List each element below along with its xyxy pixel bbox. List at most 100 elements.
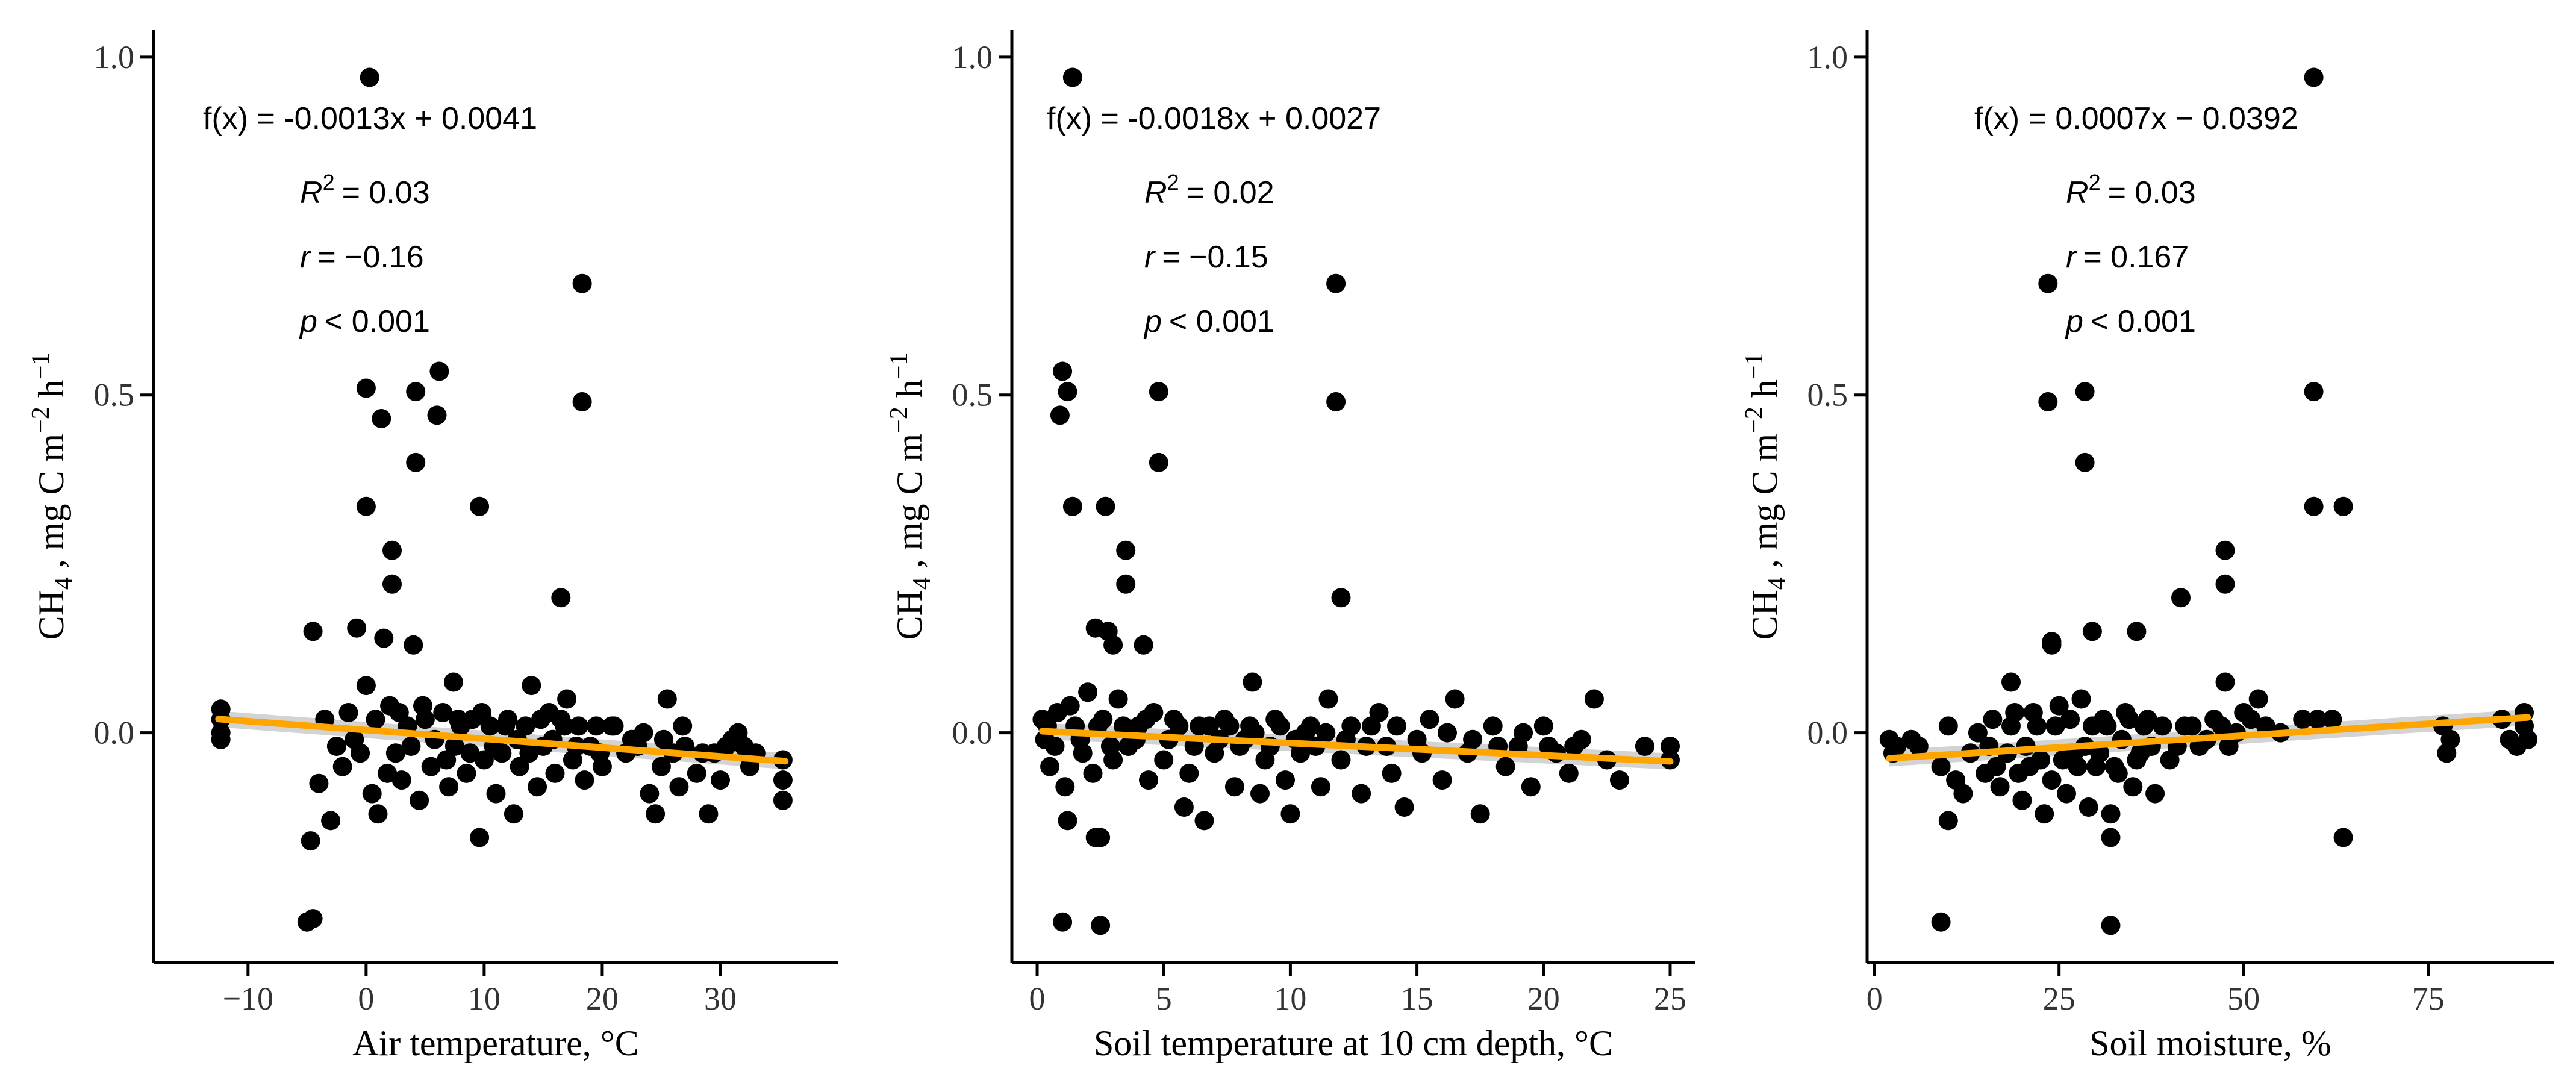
data-point (2001, 716, 2021, 736)
data-point (496, 716, 516, 736)
data-point (1495, 757, 1515, 776)
data-point (1559, 763, 1579, 783)
data-point (1091, 916, 1111, 935)
data-point (401, 737, 421, 756)
data-point (1134, 635, 1153, 655)
panel-2-r-value: r = −0.15 (1144, 240, 1268, 275)
data-point (439, 777, 459, 797)
data-point (427, 405, 447, 425)
data-point (510, 757, 529, 776)
data-point (687, 763, 706, 783)
panel-1-equation: f(x) = -0.0013x + 0.0041 (203, 101, 537, 136)
data-point (2038, 392, 2058, 411)
data-point (1100, 737, 1120, 756)
data-point (389, 703, 409, 722)
data-point (2057, 784, 2076, 804)
data-point (557, 689, 577, 709)
data-point (2307, 710, 2327, 729)
panel-1-r-value: r = −0.16 (300, 240, 424, 275)
data-point (2437, 743, 2457, 763)
data-point (2171, 588, 2191, 608)
data-point (1085, 618, 1105, 638)
data-point (2009, 763, 2029, 783)
data-point (519, 743, 539, 763)
data-point (2097, 716, 2117, 736)
data-point (362, 784, 382, 804)
data-point (504, 804, 523, 824)
data-point (2001, 672, 2021, 692)
data-point (1438, 723, 1457, 743)
y-tick-label: 0.0 (94, 715, 135, 751)
data-point (2304, 382, 2324, 402)
x-tick-label: 75 (2412, 981, 2445, 1017)
data-point (2082, 716, 2102, 736)
data-point (470, 496, 490, 516)
data-point (2049, 696, 2069, 716)
data-point (1661, 737, 1680, 756)
data-point (2123, 777, 2143, 797)
data-point (1276, 770, 1295, 790)
data-point (2075, 382, 2095, 402)
data-point (699, 804, 719, 824)
data-point (1564, 737, 1584, 756)
data-point (602, 716, 622, 736)
data-point (545, 763, 565, 783)
data-point (2215, 672, 2235, 692)
x-tick-label: 15 (1401, 981, 1433, 1017)
data-point (448, 710, 468, 729)
data-point (1136, 710, 1156, 729)
data-point (2038, 273, 2058, 293)
data-point (773, 770, 793, 790)
data-point (1114, 716, 1133, 736)
data-point (303, 622, 323, 641)
data-point (309, 773, 329, 793)
data-point (2127, 750, 2147, 770)
data-point (711, 770, 730, 790)
data-point (528, 777, 547, 797)
panel-3-y-axis-title: CH4 , mg C m−2 h−1 (1741, 352, 1791, 640)
data-point (382, 574, 402, 594)
data-point (2215, 574, 2235, 594)
data-point (1539, 737, 1559, 756)
data-point (673, 716, 693, 736)
data-point (382, 540, 402, 560)
data-point (486, 784, 506, 804)
data-point (1149, 382, 1168, 402)
y-tick-label: 1.0 (1807, 39, 1848, 75)
data-point (1040, 757, 1060, 776)
data-point (1224, 777, 1244, 797)
data-point (2241, 710, 2261, 729)
data-point (1432, 770, 1452, 790)
data-point (1533, 716, 1553, 736)
data-point (1514, 723, 1533, 743)
data-point (2042, 770, 2062, 790)
y-tick-label: 0.5 (94, 377, 135, 413)
data-point (1116, 574, 1136, 594)
data-point (1326, 392, 1346, 411)
data-point (572, 392, 592, 411)
data-point (406, 452, 426, 472)
panel-3-fit-line (1886, 714, 2531, 762)
data-point (360, 67, 379, 87)
data-point (1116, 540, 1136, 560)
data-point (1983, 710, 2003, 729)
data-point (1420, 710, 1439, 729)
panel-soil-temperature: 0 5 10 15 20 25 0.0 0.5 1.0 Soil temperature at … (885, 30, 1695, 1063)
data-point (716, 737, 736, 756)
panel-3-r-squared: R2 = 0.03 (2066, 170, 2196, 210)
data-point (2101, 916, 2121, 935)
data-point (1990, 777, 2010, 797)
data-point (2119, 710, 2139, 729)
data-point (1394, 797, 1414, 817)
data-point (1931, 757, 1951, 776)
data-point (587, 716, 607, 736)
data-point (1243, 672, 1262, 692)
data-point (2145, 784, 2165, 804)
data-point (1584, 689, 1604, 709)
data-point (1050, 405, 1070, 425)
data-point (2045, 716, 2065, 736)
data-point (1058, 811, 1077, 831)
data-point (2215, 540, 2235, 560)
data-point (1220, 716, 1240, 736)
data-point (1316, 723, 1336, 743)
